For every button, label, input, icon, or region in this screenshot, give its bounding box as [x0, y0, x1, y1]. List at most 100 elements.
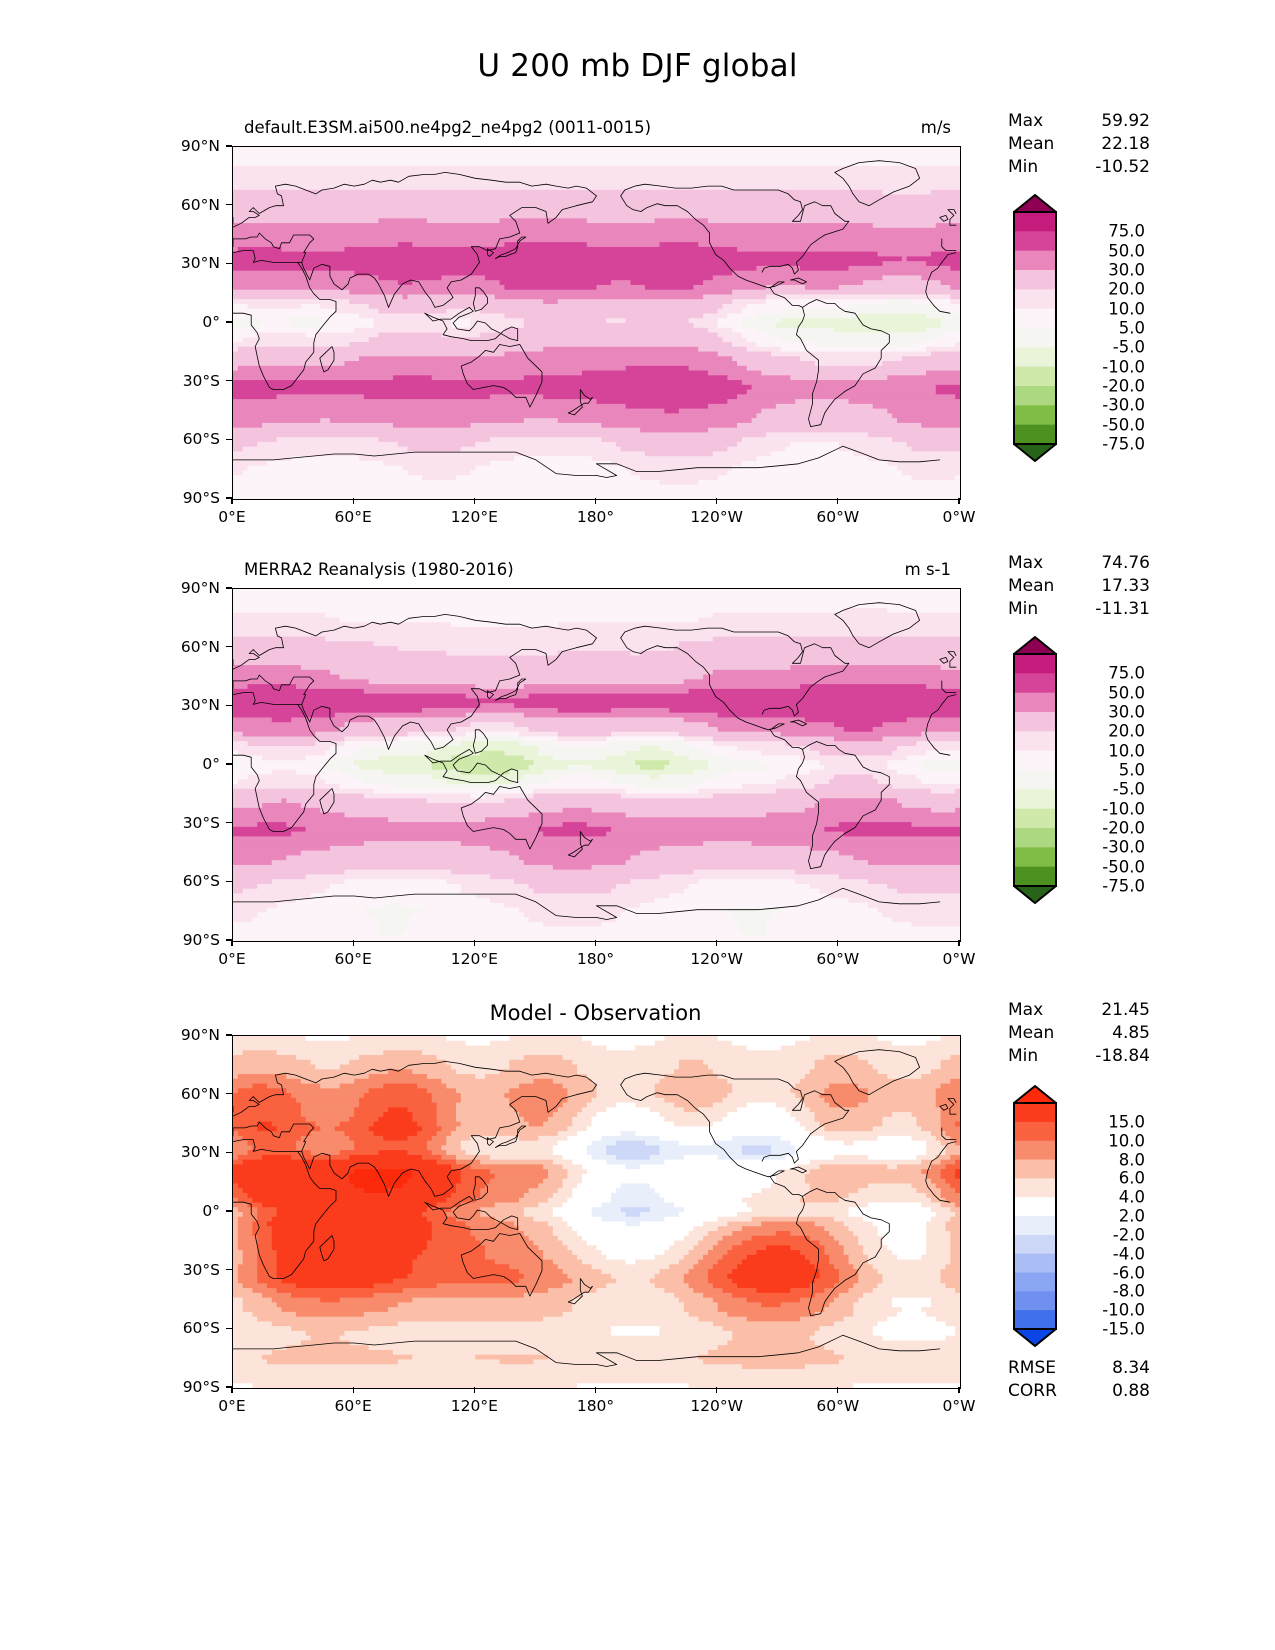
y-axis-tick-label: 90°S	[182, 931, 220, 949]
colorbar-tick-label: -6.0	[1112, 1263, 1145, 1282]
score-row: RMSE 8.34	[1008, 1357, 1150, 1380]
y-axis-tick-label: 30°S	[182, 813, 220, 832]
y-axis-tick-mark	[226, 1093, 232, 1095]
coastlines	[233, 602, 957, 920]
stat-label: Max	[1008, 111, 1044, 131]
x-axis-tick-label: 60°W	[816, 950, 860, 968]
stat-row: Mean 22.18	[1008, 133, 1150, 156]
colorbar-tick-label: 30.0	[1108, 702, 1145, 722]
y-axis-tick-label: 90°N	[180, 137, 220, 155]
x-axis-tick-label: 120°E	[450, 950, 498, 968]
stat-value: -10.52	[1095, 157, 1150, 177]
colorbar-tick-label: -8.0	[1112, 1281, 1145, 1301]
y-axis-tick-label: 30°N	[180, 254, 220, 273]
score-row: CORR 0.88	[1008, 1380, 1150, 1403]
colorbar	[1013, 636, 1057, 904]
x-axis-tick-mark	[837, 1387, 839, 1393]
y-axis-tick-label: 60°S	[182, 430, 220, 449]
colorbar-tick-label: -4.0	[1112, 1244, 1145, 1264]
scores-block: RMSE 8.34 CORR 0.88	[1008, 1357, 1150, 1403]
colorbar-tick-label: -2.0	[1112, 1225, 1145, 1245]
stat-label: Mean	[1008, 576, 1055, 596]
stat-label: Mean	[1008, 1023, 1055, 1043]
y-axis-tick-mark	[226, 1034, 232, 1036]
score-value: 0.88	[1112, 1381, 1150, 1401]
y-axis-tick-label: 90°S	[182, 1378, 220, 1396]
y-axis-tick-label: 30°N	[180, 1143, 220, 1162]
x-axis-tick-mark	[594, 1387, 597, 1393]
colorbar	[1013, 1085, 1057, 1347]
x-axis-tick-mark	[231, 498, 233, 504]
y-axis-tick-mark	[226, 438, 232, 440]
stat-value: 4.85	[1112, 1023, 1150, 1043]
y-axis-tick-label: 90°N	[180, 1026, 220, 1044]
colorbar-tick-label: 5.0	[1118, 760, 1145, 780]
panel-units: m s-1	[904, 560, 951, 579]
stat-value: 59.92	[1101, 111, 1150, 131]
contour-field	[233, 1036, 960, 1388]
stat-label: Min	[1008, 599, 1039, 619]
score-label: RMSE	[1008, 1358, 1057, 1378]
figure-title: U 200 mb DJF global	[477, 48, 798, 84]
y-axis-tick-mark	[226, 1269, 232, 1271]
x-axis-tick-mark	[352, 1387, 354, 1393]
colorbar-tick-label: 50.0	[1108, 241, 1145, 261]
stat-value: -18.84	[1095, 1046, 1150, 1066]
contour-field	[233, 147, 960, 499]
panel-title: default.E3SM.ai500.ne4pg2_ne4pg2 (0011-0…	[244, 118, 652, 137]
colorbar-tick-label: -75.0	[1102, 434, 1145, 454]
colorbar-tick-label: -50.0	[1102, 857, 1145, 877]
colorbar-tick-label: -20.0	[1102, 376, 1145, 396]
x-axis-tick-label: 60°W	[816, 508, 860, 526]
stat-value: 17.33	[1101, 576, 1150, 596]
x-axis-tick-label: 120°W	[690, 950, 743, 968]
stat-row: Max 21.45	[1008, 999, 1150, 1022]
colorbar-tick-label: -20.0	[1102, 818, 1145, 838]
coastlines	[233, 160, 957, 478]
x-axis-tick-label: 120°E	[450, 508, 498, 526]
x-axis-tick-label: 120°W	[690, 508, 743, 526]
colorbar-tick-label: -10.0	[1102, 799, 1145, 819]
x-axis-tick-mark	[837, 940, 839, 946]
colorbar-tick-label: 4.0	[1118, 1187, 1145, 1207]
x-axis-tick-mark	[958, 498, 960, 504]
y-axis-tick-mark	[226, 204, 232, 206]
colorbar-tick-label: -15.0	[1102, 1319, 1145, 1339]
x-axis-tick-mark	[352, 498, 354, 504]
colorbar	[1013, 194, 1057, 462]
x-axis-tick-mark	[958, 940, 960, 946]
y-axis-tick-label: 30°S	[182, 371, 220, 390]
y-axis-tick-mark	[226, 763, 232, 765]
colorbar-tick-label: -10.0	[1102, 357, 1145, 377]
x-axis-tick-label: 120°W	[690, 1397, 743, 1415]
x-axis-tick-label: 180°	[576, 950, 615, 968]
y-axis-tick-mark	[226, 1327, 232, 1329]
colorbar-tick-label: -5.0	[1112, 779, 1145, 799]
colorbar-tick-label: 10.0	[1108, 299, 1145, 319]
coastlines	[233, 1049, 957, 1367]
colorbar-tick-label: 30.0	[1108, 260, 1145, 280]
x-axis-tick-mark	[594, 498, 597, 504]
x-axis-tick-label: 180°	[576, 508, 615, 526]
colorbar-tick-label: 10.0	[1108, 1131, 1145, 1151]
y-axis-tick-mark	[226, 321, 232, 323]
colorbar-tick-label: 20.0	[1108, 721, 1145, 741]
contour-field	[233, 589, 960, 941]
x-axis-tick-mark	[231, 1387, 233, 1393]
y-axis-tick-label: 60°S	[182, 1319, 220, 1338]
map-plot-model	[232, 146, 961, 500]
colorbar-tick-label: -75.0	[1102, 876, 1145, 896]
stat-row: Mean 17.33	[1008, 575, 1150, 598]
y-axis-tick-label: 0°	[202, 1202, 220, 1220]
stat-label: Min	[1008, 1046, 1039, 1066]
colorbar-tick-label: -10.0	[1102, 1300, 1145, 1320]
x-axis-tick-label: 180°	[576, 1397, 615, 1415]
colorbar-tick-label: 5.0	[1118, 318, 1145, 338]
y-axis-tick-mark	[226, 939, 232, 941]
x-axis-tick-label: 0°W	[942, 950, 976, 968]
y-axis-tick-mark	[226, 380, 232, 382]
